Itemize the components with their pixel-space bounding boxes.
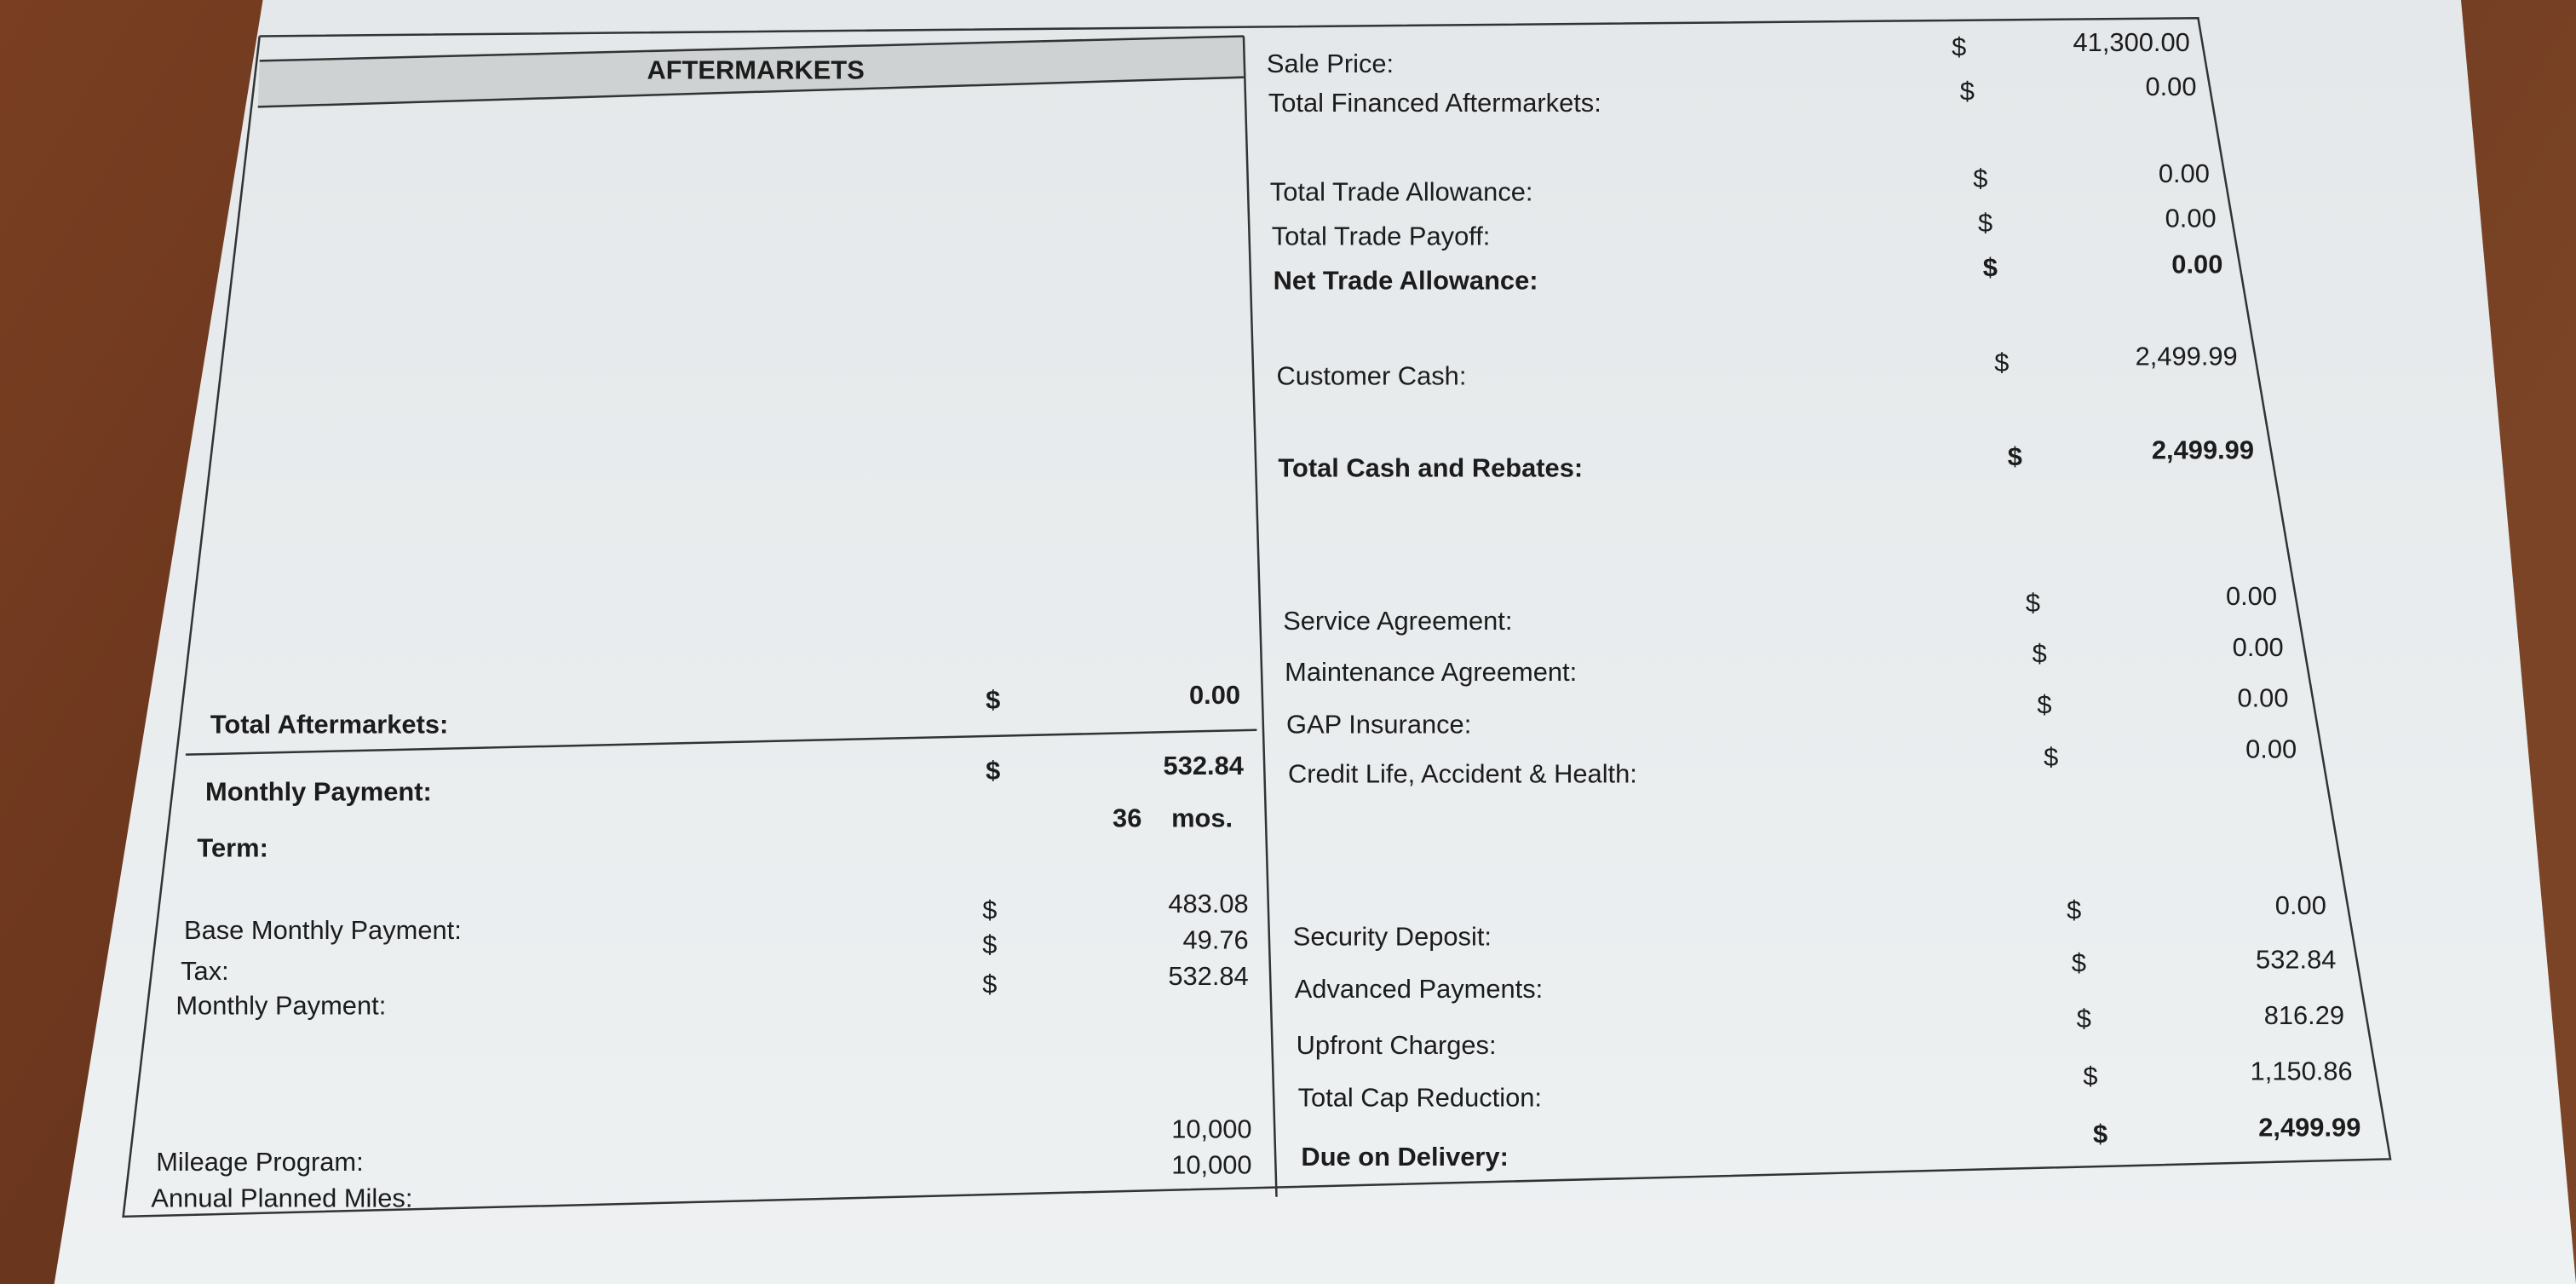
currency: $ xyxy=(2008,441,2022,471)
currency: $ xyxy=(1960,77,1975,107)
label: Service Agreement: xyxy=(1283,606,1512,636)
currency: $ xyxy=(2026,588,2040,618)
label: Mileage Program: xyxy=(156,1147,363,1177)
amount: 0.00 xyxy=(2245,734,2297,764)
label: GAP Insurance: xyxy=(1286,710,1471,740)
section-header: AFTERMARKETS xyxy=(647,55,864,85)
label: Credit Life, Accident & Health: xyxy=(1288,758,1637,788)
currency: $ xyxy=(986,756,1000,786)
amount: 0.00 xyxy=(2145,72,2196,101)
label: Total Trade Payoff: xyxy=(1272,221,1491,250)
amount: 0.00 xyxy=(2171,249,2222,279)
label: Term: xyxy=(197,832,267,862)
amount: 0.00 xyxy=(2275,890,2326,920)
header-bar xyxy=(257,36,1244,107)
amount: 0.00 xyxy=(2226,581,2277,611)
amount: 10,000 xyxy=(1171,1150,1251,1180)
unit: mos. xyxy=(1171,803,1233,833)
amount: 49.76 xyxy=(1183,924,1249,954)
currency: $ xyxy=(2067,895,2081,925)
amount: 816.29 xyxy=(2264,1000,2344,1030)
label: Security Deposit: xyxy=(1293,921,1492,951)
label: Upfront Charges: xyxy=(1297,1030,1497,1060)
currency: $ xyxy=(2037,689,2051,719)
amount: 10,000 xyxy=(1171,1114,1251,1143)
currency: $ xyxy=(2044,742,2058,772)
currency: $ xyxy=(986,685,1000,715)
label: Total Aftermarkets: xyxy=(210,710,448,740)
label: Sale Price: xyxy=(1267,49,1394,78)
amount: 2,499.99 xyxy=(2152,435,2254,464)
label: Advanced Payments: xyxy=(1295,974,1544,1004)
label: Total Trade Allowance: xyxy=(1270,176,1533,206)
paper xyxy=(54,0,2576,1284)
label: Monthly Payment: xyxy=(175,991,386,1021)
currency: $ xyxy=(982,930,997,959)
label: Total Financed Aftermarkets: xyxy=(1268,88,1601,118)
currency: $ xyxy=(2077,1004,2091,1034)
amount: 41,300.00 xyxy=(2073,27,2190,57)
currency: $ xyxy=(2083,1062,2097,1091)
amount: 2,499.99 xyxy=(2258,1112,2360,1142)
label: Tax: xyxy=(181,956,229,986)
amount: 0.00 xyxy=(2233,632,2284,662)
currency: $ xyxy=(1978,208,1992,238)
amount: 0.00 xyxy=(2159,158,2210,188)
label: Due on Delivery: xyxy=(1301,1142,1508,1172)
label: Total Cap Reduction: xyxy=(1298,1083,1542,1113)
amount: 1,150.86 xyxy=(2251,1057,2353,1086)
currency: $ xyxy=(2093,1119,2107,1149)
currency: $ xyxy=(2072,947,2086,977)
amount: 532.84 xyxy=(1168,961,1248,991)
amount: 0.00 xyxy=(2237,683,2288,713)
amount: 36 xyxy=(1113,803,1141,833)
amount: 2,499.99 xyxy=(2136,341,2238,371)
currency: $ xyxy=(2033,639,2047,669)
label: Customer Cash: xyxy=(1276,361,1466,391)
amount: 0.00 xyxy=(2165,203,2217,233)
currency: $ xyxy=(1952,32,1966,62)
label: Monthly Payment: xyxy=(205,777,432,807)
label: Base Monthly Payment: xyxy=(184,915,462,945)
currency: $ xyxy=(982,895,997,925)
form-lines xyxy=(122,16,2392,1218)
label: Maintenance Agreement: xyxy=(1285,657,1577,687)
currency: $ xyxy=(1994,348,2009,377)
amount: 483.08 xyxy=(1168,889,1248,918)
label: Total Cash and Rebates: xyxy=(1278,453,1583,483)
label: Net Trade Allowance: xyxy=(1274,266,1538,296)
currency: $ xyxy=(982,969,997,999)
currency: $ xyxy=(1973,164,1987,193)
amount: 532.84 xyxy=(2256,945,2336,975)
amount: 532.84 xyxy=(1164,751,1244,780)
label: Annual Planned Miles: xyxy=(151,1183,412,1212)
currency: $ xyxy=(1983,252,1998,282)
amount: 0.00 xyxy=(1189,680,1240,710)
